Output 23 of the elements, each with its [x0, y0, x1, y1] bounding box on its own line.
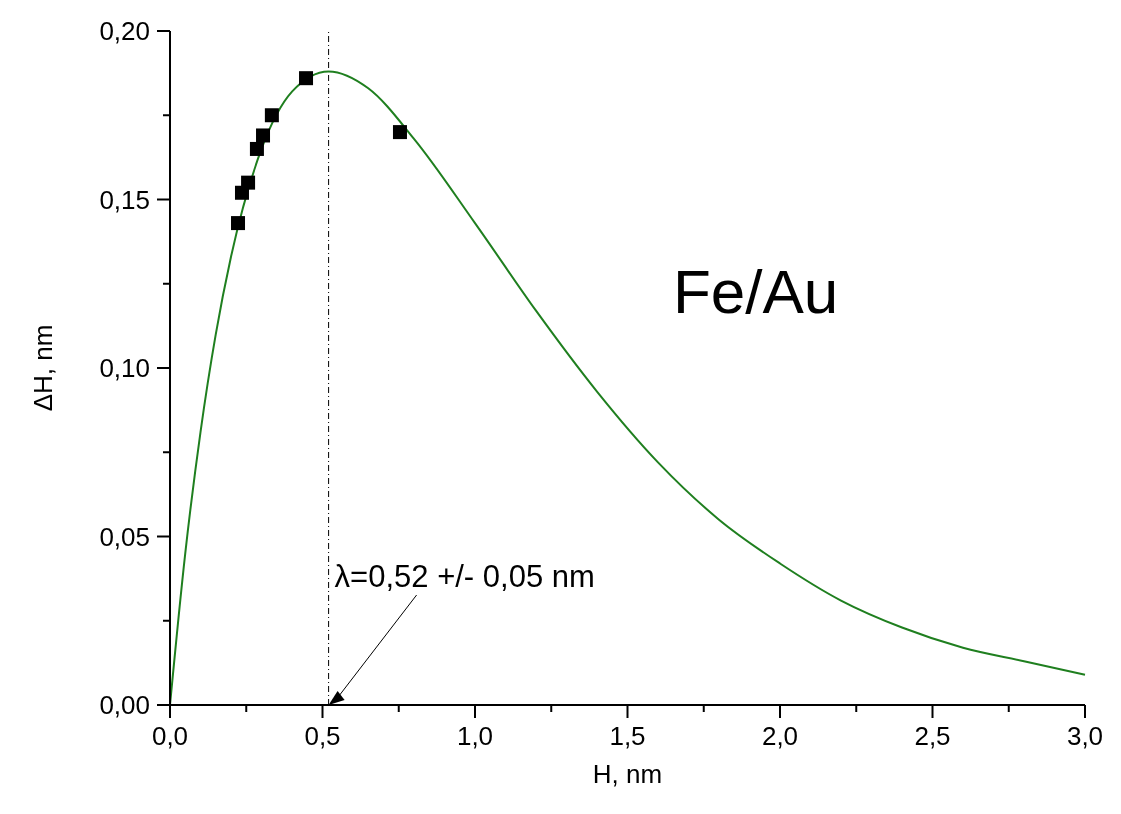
y-tick-label: 0,00: [99, 690, 150, 720]
y-tick-label: 0,05: [99, 521, 150, 552]
y-tick-label: 0,15: [99, 184, 150, 215]
x-tick-label: 3,0: [1066, 721, 1104, 751]
point: [264, 108, 279, 123]
point: [241, 175, 256, 190]
point: [392, 125, 407, 140]
y-tick-label: 0,10: [99, 353, 150, 383]
annotation: Fe/Au: [672, 257, 839, 326]
x-axis-title: H, nm: [592, 759, 663, 789]
x-tick-label: 2,0: [761, 721, 799, 751]
point: [256, 128, 271, 143]
y-axis-title: ΔH, nm: [28, 324, 58, 412]
x-tick-label: 2,5: [914, 721, 951, 751]
x-tick-label: 0,5: [304, 721, 341, 751]
x-tick-label: 1,0: [456, 721, 494, 751]
x-tick-label: 1,5: [609, 721, 646, 751]
point: [299, 71, 314, 86]
point: [231, 216, 246, 231]
annotation: λ=0,52 +/- 0,05 nm: [334, 559, 595, 594]
x-tick-label: 0,0: [151, 721, 189, 751]
point: [249, 141, 264, 156]
y-tick-label: 0,20: [99, 16, 150, 46]
